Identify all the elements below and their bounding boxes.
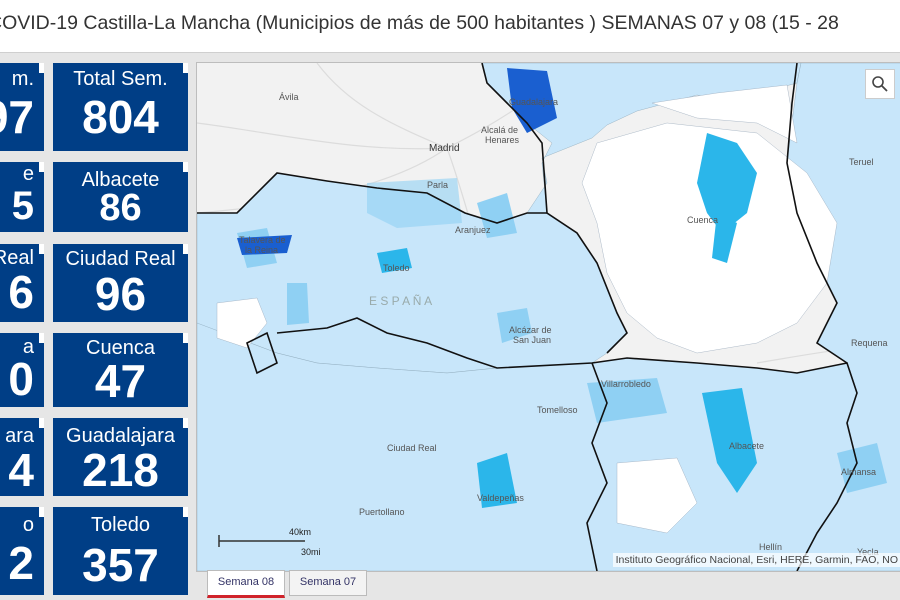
label-avila: Ávila bbox=[279, 92, 299, 102]
scale-km-label: 40km bbox=[289, 527, 311, 537]
tile-value: 97 bbox=[0, 91, 34, 143]
tile-toledo[interactable]: Toledo 357 bbox=[53, 507, 188, 595]
label-parla: Parla bbox=[427, 180, 448, 190]
tile-guadalajara[interactable]: Guadalajara 218 bbox=[53, 418, 188, 496]
tile-value: 4 bbox=[8, 444, 34, 496]
label-aranjuez: Aranjuez bbox=[455, 225, 491, 235]
tile-value: 357 bbox=[82, 539, 159, 591]
tab-semana-08[interactable]: Semana 08 bbox=[207, 570, 285, 598]
tile-corner bbox=[39, 162, 44, 172]
tile-corner bbox=[183, 162, 188, 172]
tile-value: 0 bbox=[8, 353, 34, 405]
tile-label: ara bbox=[5, 425, 34, 447]
label-requena: Requena bbox=[851, 338, 888, 348]
tile-label: Guadalajara bbox=[66, 425, 175, 447]
tile-label: Cuenca bbox=[86, 337, 155, 359]
label-villarrobledo: Villarrobledo bbox=[601, 379, 651, 389]
tile-label: Total Sem. bbox=[73, 68, 168, 90]
label-yecla: Yecla bbox=[857, 547, 879, 557]
label-talavera: Talavera de bbox=[239, 235, 286, 245]
left-tile-toledo[interactable]: o 2 bbox=[0, 507, 44, 595]
tile-corner bbox=[39, 63, 44, 73]
tile-value: 5 bbox=[11, 184, 34, 228]
province-borders bbox=[197, 63, 858, 571]
tab-label: Semana 07 bbox=[299, 576, 357, 588]
tile-corner bbox=[183, 418, 188, 428]
tab-label: Semana 08 bbox=[217, 576, 275, 588]
title-text: COVID-19 Castilla-La Mancha (Municipios … bbox=[0, 12, 839, 34]
tile-corner bbox=[183, 244, 188, 254]
tile-ciudad-real[interactable]: Ciudad Real 96 bbox=[53, 244, 188, 322]
label-albacete-city: Albacete bbox=[729, 441, 764, 451]
map-view[interactable]: Ávila Madrid Parla Alcalá de Henares Gua… bbox=[196, 62, 900, 572]
tile-albacete[interactable]: Albacete 86 bbox=[53, 162, 188, 232]
label-espana: E S P A Ñ A bbox=[369, 294, 432, 308]
left-tile-ciudad-real[interactable]: Real 6 bbox=[0, 244, 44, 322]
label-talavera-2: la Reina bbox=[245, 245, 278, 255]
tile-corner bbox=[183, 63, 188, 73]
map-attribution: Instituto Geográfico Nacional, Esri, HER… bbox=[612, 553, 900, 567]
area-no-data-south bbox=[616, 457, 698, 534]
tile-label: o bbox=[22, 514, 34, 536]
label-alcazar: Alcázar de bbox=[509, 325, 552, 335]
tile-value: 86 bbox=[99, 187, 142, 229]
tile-value: 804 bbox=[82, 91, 159, 143]
label-toledo-city: Toledo bbox=[383, 263, 410, 273]
tile-value: 96 bbox=[94, 268, 147, 320]
tile-label: a bbox=[22, 336, 34, 358]
label-puertollano: Puertollano bbox=[359, 507, 405, 517]
label-teruel: Teruel bbox=[849, 157, 874, 167]
tile-label: Toledo bbox=[91, 514, 150, 536]
tile-corner bbox=[183, 333, 188, 343]
label-hellin: Hellín bbox=[759, 542, 782, 552]
tile-label: Real bbox=[0, 247, 34, 269]
map-canvas[interactable]: Ávila Madrid Parla Alcalá de Henares Gua… bbox=[197, 63, 900, 571]
tile-corner bbox=[39, 244, 44, 254]
label-ciudad-real-city: Ciudad Real bbox=[387, 443, 437, 453]
tab-semana-07[interactable]: Semana 07 bbox=[289, 570, 367, 596]
scale-bar: 40km 30mi bbox=[218, 527, 321, 557]
left-tile-cuenca[interactable]: a 0 bbox=[0, 333, 44, 407]
area-no-data-cuenca bbox=[581, 122, 838, 354]
tile-label: e bbox=[22, 163, 34, 185]
label-guadalajara-city: Guadalajara bbox=[509, 97, 558, 107]
area-no-data-west bbox=[216, 297, 268, 349]
left-tile-total[interactable]: m. 97 bbox=[0, 63, 44, 151]
left-tile-guadalajara[interactable]: ara 4 bbox=[0, 418, 44, 496]
label-almansa: Almansa bbox=[841, 467, 876, 477]
tile-label: Ciudad Real bbox=[65, 248, 176, 270]
area-no-data-north bbox=[651, 84, 798, 144]
dashboard-title: COVID-19 Castilla-La Mancha (Municipios … bbox=[0, 0, 900, 53]
label-valdepenas: Valdepeñas bbox=[477, 493, 524, 503]
tile-value: 6 bbox=[8, 266, 34, 318]
label-tomelloso: Tomelloso bbox=[537, 405, 578, 415]
scale-mi-label: 30mi bbox=[301, 547, 321, 557]
label-alcazar-2: San Juan bbox=[513, 335, 551, 345]
label-henares: Henares bbox=[485, 135, 520, 145]
label-alcala: Alcalá de bbox=[481, 125, 518, 135]
tile-value: 47 bbox=[94, 355, 147, 407]
search-icon bbox=[872, 76, 888, 92]
tile-label: Albacete bbox=[81, 169, 160, 191]
tile-value: 218 bbox=[82, 444, 159, 496]
tile-label: m. bbox=[11, 68, 34, 90]
tile-total-semana[interactable]: Total Sem. 804 bbox=[53, 63, 188, 151]
map-search-button[interactable] bbox=[865, 69, 895, 99]
label-madrid: Madrid bbox=[429, 143, 460, 154]
label-cuenca-city: Cuenca bbox=[687, 215, 718, 225]
tile-cuenca[interactable]: Cuenca 47 bbox=[53, 333, 188, 407]
tile-value: 2 bbox=[8, 537, 34, 589]
tile-corner bbox=[39, 333, 44, 343]
left-tile-albacete[interactable]: e 5 bbox=[0, 162, 44, 232]
tile-corner bbox=[39, 507, 44, 517]
municipality-highlights bbox=[237, 68, 887, 508]
tile-corner bbox=[39, 418, 44, 428]
tile-corner bbox=[183, 507, 188, 517]
